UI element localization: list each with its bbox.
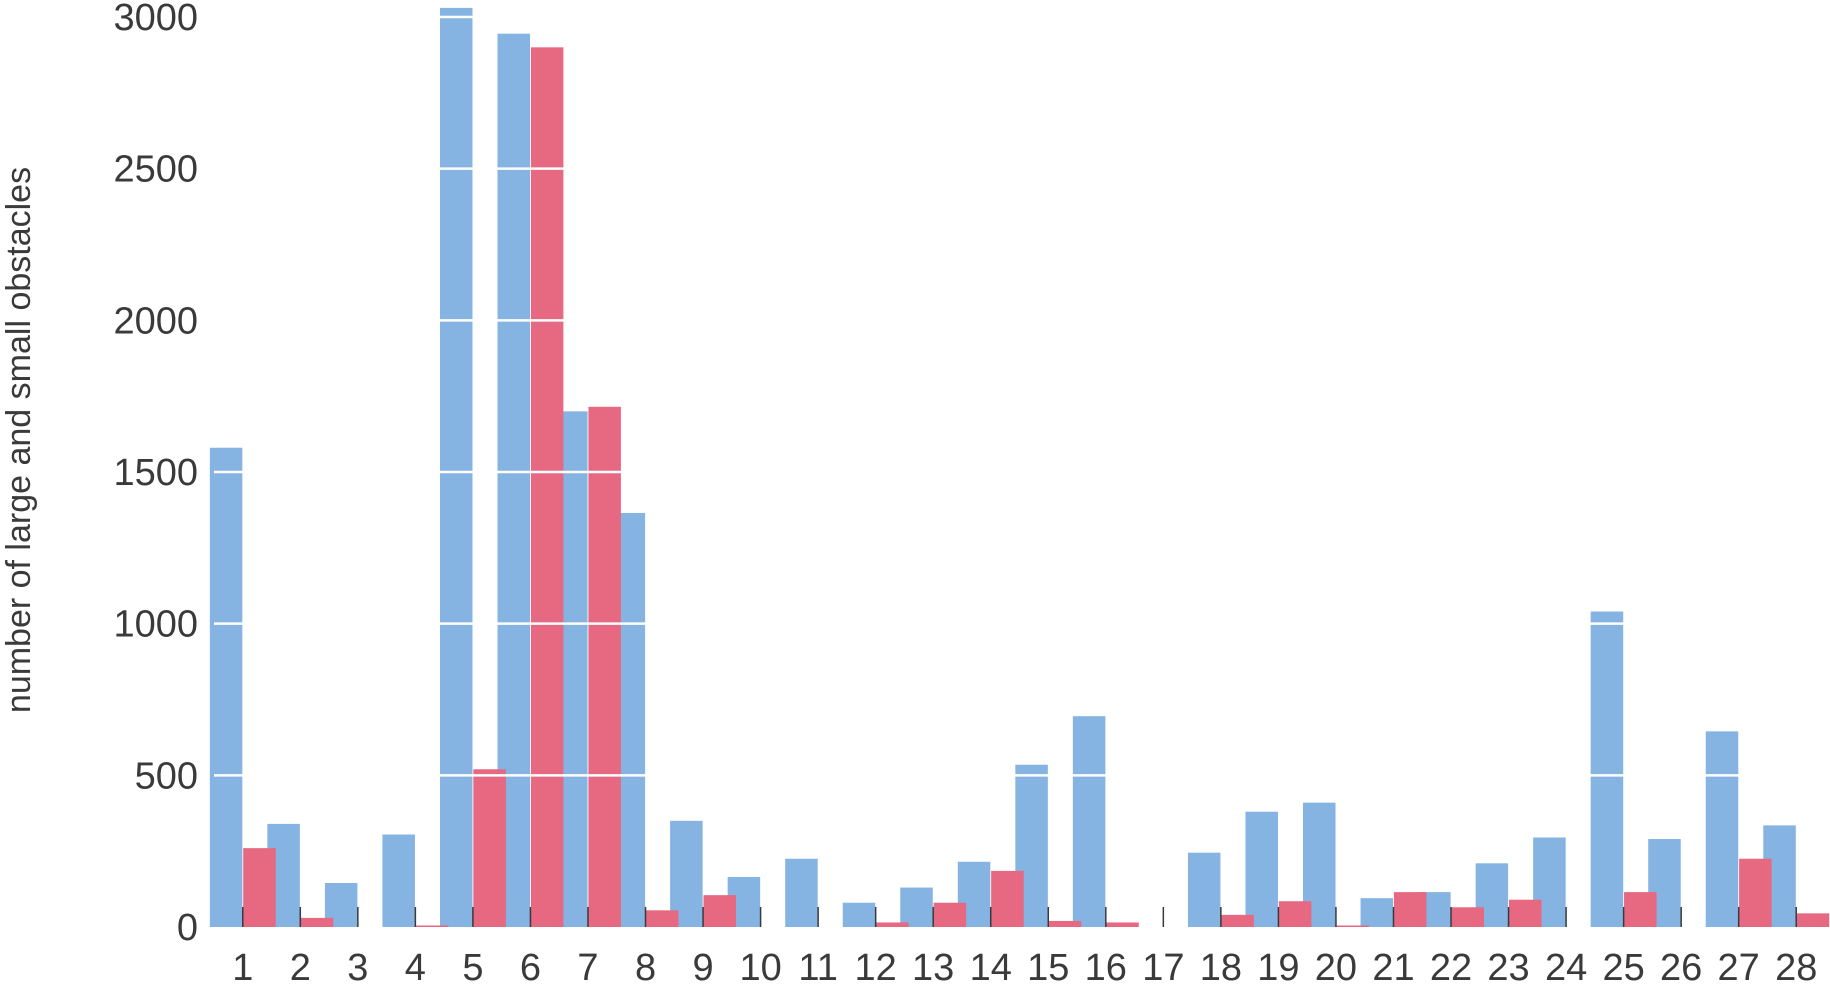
- bar-series-1-12: [842, 902, 876, 927]
- x-tick-label: 20: [1315, 947, 1357, 987]
- y-tick-label: 3000: [113, 0, 198, 39]
- x-tick-label: 26: [1660, 947, 1702, 987]
- x-tick-label: 17: [1142, 947, 1184, 987]
- bar-series-2-1: [243, 848, 276, 927]
- x-tick-label: 5: [462, 947, 483, 987]
- bar-series-2-8: [645, 910, 679, 927]
- bar-series-1-21: [1360, 898, 1394, 927]
- y-tick-label: 2500: [113, 149, 198, 191]
- y-tick-label: 1000: [113, 604, 198, 646]
- bar-series-2-15: [1048, 920, 1082, 927]
- bar-series-1-11: [785, 858, 818, 927]
- x-tick-label: 2: [290, 947, 311, 987]
- x-tick-label: 7: [577, 947, 598, 987]
- y-tick-label: 1500: [113, 452, 198, 494]
- x-tick-label: 24: [1545, 947, 1587, 987]
- bar-series-2-6: [530, 47, 564, 928]
- bar-series-2-18: [1221, 914, 1254, 927]
- bar-series-2-22: [1451, 907, 1484, 927]
- bar-series-2-19: [1278, 901, 1312, 927]
- x-tick-label: 22: [1430, 947, 1472, 987]
- x-axis: 1 2 3 4 5 6 7 8 9 10 11 12 13 14 15 16 17 18 19 20 21 22 23 24 2…: [232, 907, 1817, 987]
- y-tick-label: 500: [135, 755, 198, 797]
- x-tick-label: 4: [405, 947, 426, 987]
- bar-series-2-20: [1336, 925, 1369, 927]
- y-tick-label: 0: [177, 907, 198, 949]
- bar-series-1-16: [1072, 716, 1106, 927]
- bar-series-2-13: [933, 902, 967, 927]
- x-tick-label: 16: [1085, 947, 1127, 987]
- bar-series-1-25: [1590, 611, 1624, 927]
- x-tick-label: 3: [347, 947, 368, 987]
- bar-series-2-2: [300, 917, 334, 927]
- bar-series-2-27: [1739, 858, 1772, 927]
- y-tick-label: 2000: [113, 300, 198, 342]
- x-tick-label: 10: [739, 947, 781, 987]
- x-tick-label: 11: [798, 947, 837, 987]
- bar-series-2-25: [1624, 892, 1657, 927]
- x-tick-label: 13: [912, 947, 954, 987]
- x-tick-label: 28: [1775, 947, 1817, 987]
- x-tick-label: 1: [232, 947, 253, 987]
- x-tick-label: 19: [1257, 947, 1299, 987]
- x-tick-label: 18: [1200, 947, 1242, 987]
- bar-series-2-21: [1393, 892, 1427, 927]
- x-tick-label: 8: [635, 947, 656, 987]
- x-tick-label: 23: [1487, 947, 1529, 987]
- x-tick-label: 27: [1718, 947, 1760, 987]
- x-tick-label: 14: [970, 947, 1012, 987]
- bar-series-2-7: [588, 406, 621, 927]
- bar-series-1-5: [439, 7, 473, 927]
- gridlines: [214, 15, 1825, 777]
- x-tick-label: 12: [855, 947, 897, 987]
- bar-series-1-4: [382, 834, 415, 927]
- bar-series-1-19: [1245, 811, 1278, 927]
- bar-series-2-9: [703, 895, 736, 927]
- bar-series-2-16: [1106, 922, 1139, 927]
- bar-series-1-13: [900, 887, 933, 927]
- x-tick-label: 15: [1027, 947, 1069, 987]
- y-axis: 0 500 1000 1500 2000 2500 3000: [113, 0, 198, 949]
- bars: [209, 7, 1830, 928]
- x-tick-label: 6: [520, 947, 541, 987]
- bar-series-1-9: [670, 820, 703, 927]
- bar-series-1-27: [1705, 731, 1739, 927]
- x-tick-label: 21: [1372, 947, 1414, 987]
- bar-series-2-4: [415, 925, 449, 927]
- bar-series-2-12: [876, 922, 909, 927]
- bar-series-1-18: [1187, 852, 1221, 927]
- bar-series-2-14: [991, 870, 1024, 927]
- bar-series-2-28: [1796, 913, 1830, 927]
- bar-series-1-1: [209, 447, 243, 927]
- x-tick-label: 9: [692, 947, 713, 987]
- bar-series-2-5: [473, 769, 506, 927]
- bar-series-2-23: [1508, 899, 1542, 927]
- y-axis-title: number of large and small obstacles: [0, 167, 38, 713]
- x-tick-label: 25: [1602, 947, 1644, 987]
